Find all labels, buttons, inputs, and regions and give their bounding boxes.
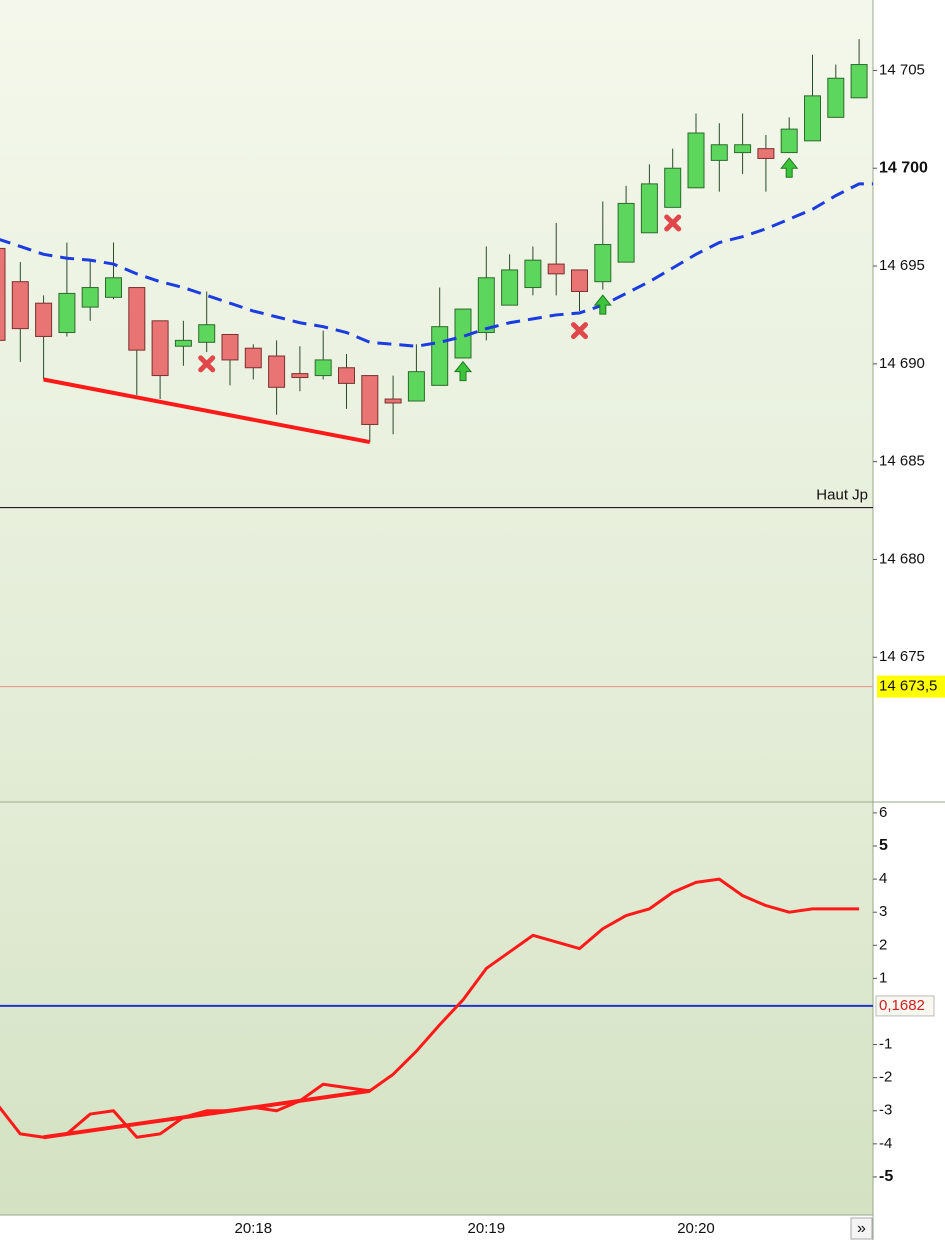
y-tick-label: 6 [879, 804, 887, 821]
candle-body [291, 373, 309, 379]
candle-body [338, 367, 355, 384]
candle-body [314, 359, 332, 377]
scroll-button-label[interactable]: » [857, 1220, 866, 1237]
y-tick-label: -3 [879, 1102, 892, 1119]
y-tick-label: 14 700 [879, 159, 928, 176]
y-tick-label: 14 705 [879, 61, 925, 78]
candle-body [105, 277, 122, 298]
y-tick-label: 14 695 [879, 257, 925, 274]
y-tick-label: 14 685 [879, 453, 925, 470]
candle-body [594, 244, 612, 283]
y-tick-label: 3 [879, 903, 887, 920]
candle-body [58, 292, 76, 334]
x-tick-label: 20:19 [468, 1220, 506, 1237]
candle-body [571, 269, 588, 292]
level-label: Haut Jp [816, 487, 868, 504]
price-plot [0, 39, 873, 688]
sell-marker [571, 322, 588, 340]
candle-body [35, 302, 53, 337]
oscillator-line [0, 877, 860, 1139]
y-tick-label: 14 690 [879, 355, 925, 372]
sell-marker [664, 214, 682, 232]
y-tick-label: -4 [879, 1135, 892, 1152]
buy-marker [780, 157, 799, 178]
candle-body [640, 183, 658, 234]
y-tick-label: -2 [879, 1069, 892, 1086]
candle-body [384, 398, 402, 404]
candle-body [734, 144, 752, 154]
candle-body [547, 263, 565, 275]
y-tick-label: 2 [879, 936, 887, 953]
trendline [43, 1088, 371, 1140]
reference-box [875, 995, 935, 1017]
y-tick-label: 14 680 [879, 550, 925, 567]
sell-marker [198, 355, 216, 373]
y-tick-label: 5 [879, 837, 888, 854]
moving-average [0, 182, 873, 348]
candle-body [244, 347, 262, 369]
y-tick-label: 14 675 [879, 648, 925, 665]
last-price-box [877, 675, 945, 698]
y-tick-label: 1 [879, 969, 887, 986]
candle-body [198, 324, 216, 343]
candle-body [501, 269, 519, 306]
price-panel [0, 0, 873, 802]
candle-body [804, 95, 821, 142]
candle-body [11, 281, 29, 330]
candle-body [524, 259, 542, 289]
candle-body [664, 167, 682, 208]
oscillator-panel [0, 802, 873, 1215]
candle-body [221, 333, 239, 361]
scroll-button[interactable] [850, 1217, 873, 1240]
candle-body [151, 320, 169, 377]
reference-label: 0,1682 [879, 997, 925, 1014]
candle-body [0, 247, 6, 341]
y-tick-label: -1 [879, 1036, 892, 1053]
candle-body [827, 77, 845, 118]
candle-body [174, 339, 192, 347]
oscillator-plot [0, 877, 873, 1140]
candle-body [780, 128, 798, 154]
candle-body [710, 144, 728, 161]
candle-body [361, 375, 379, 425]
axis-column [873, 0, 945, 1240]
y-tick-label: 4 [879, 870, 887, 887]
candle-body [268, 355, 286, 388]
candle-body [407, 371, 425, 402]
buy-marker [453, 360, 473, 382]
candle-body [850, 64, 868, 99]
time-axis [0, 1215, 873, 1240]
y-tick-label: -5 [879, 1168, 893, 1185]
candle-body [617, 202, 635, 263]
x-tick-label: 20:18 [235, 1220, 273, 1237]
candle-body [81, 287, 99, 308]
buy-marker [593, 294, 612, 315]
candle-body [431, 326, 449, 386]
candle-body [128, 287, 146, 351]
last-price-label: 14 673,5 [879, 678, 937, 695]
candle-body [757, 148, 775, 159]
trendline [43, 377, 371, 445]
candle-body [477, 277, 495, 334]
candle-body [687, 132, 705, 189]
x-tick-label: 20:20 [677, 1220, 715, 1237]
